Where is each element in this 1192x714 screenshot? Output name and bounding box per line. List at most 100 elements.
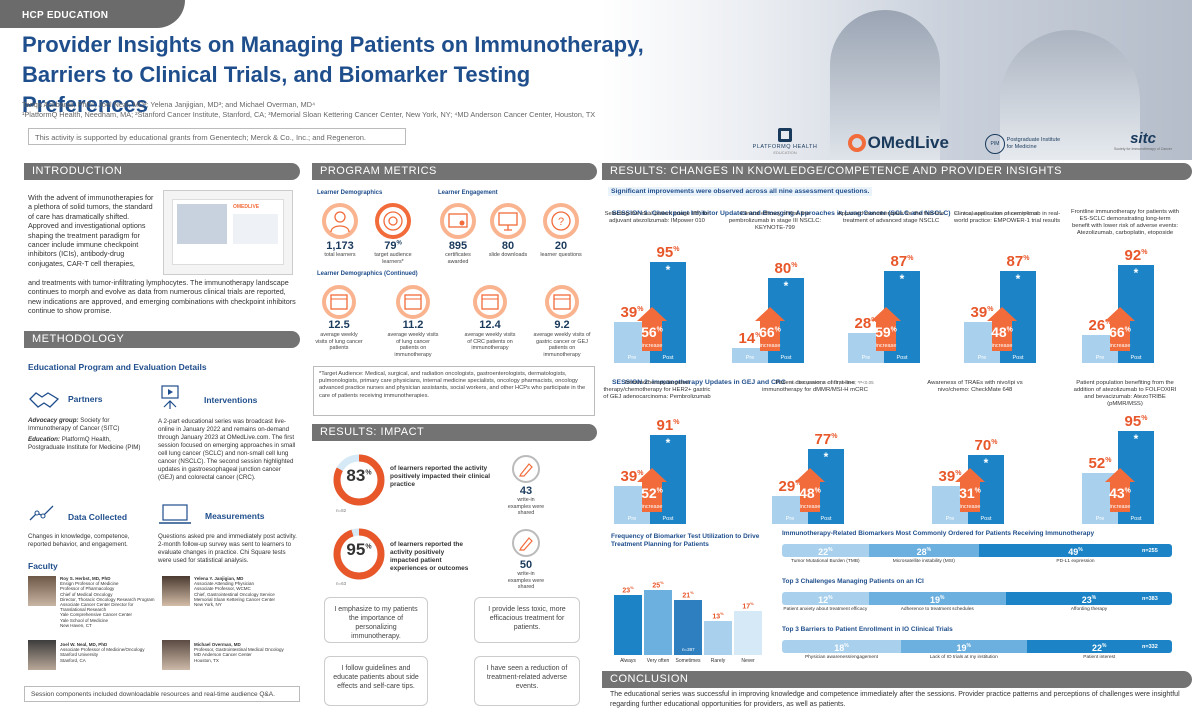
pim-logo: PIM Postgraduate Institute for Medicine xyxy=(985,134,1075,164)
conclusion-text: The educational series was successful in… xyxy=(610,691,1180,708)
freq-bar-2 xyxy=(674,600,702,655)
hbar-segment-1-0: 12% xyxy=(782,592,869,605)
hbar-segment-2-2: 22% xyxy=(1026,640,1172,653)
post-value-2: 87% xyxy=(890,252,914,270)
significance-star-2: * xyxy=(983,456,989,471)
hbar-label-0-1: Microsatellite instability (MSI) xyxy=(892,559,955,564)
increase-value-4: 66% xyxy=(1109,324,1131,340)
hbar-row-2: 18% 19% 22% xyxy=(782,640,1172,653)
increase-arrow-stem-2 xyxy=(876,321,896,351)
increase-value-2: 59% xyxy=(875,324,897,340)
platformq-logo: PLATFORMQ HEALTH EDUCATION xyxy=(740,128,830,158)
certificates-label: certificates awarded xyxy=(445,252,471,265)
question-icon: ? xyxy=(543,203,579,239)
impact-2-n: n=63 xyxy=(336,581,347,586)
visits-lung-value: 12.5 xyxy=(328,319,350,331)
pre-value-1: 14% xyxy=(738,330,762,348)
freq-category-1: Very often xyxy=(646,658,670,664)
pre-axis-label-1: Pre xyxy=(745,355,755,361)
post-axis-label-3: Post xyxy=(1130,516,1142,522)
handshake-icon xyxy=(28,387,60,413)
visits-lung-io-label: average weekly visits of lung cancer pat… xyxy=(387,332,439,358)
certificates-value: 895 xyxy=(448,240,468,252)
write-in-2-label: write-in examples were shared xyxy=(507,571,545,590)
post-axis-label-4: Post xyxy=(1130,355,1142,361)
question-label-0: Selecting the ideal patient (stage IIB) … xyxy=(604,211,710,224)
session-2-title: SESSION 2: Immunotherapy Updates in GEJ … xyxy=(612,379,874,386)
hbar-n-0: n=255 xyxy=(1142,548,1158,554)
patient-figure xyxy=(1000,30,1140,160)
partners-title: Partners xyxy=(68,394,103,404)
session-1-title: SESSION 1: Checkpoint Inhibitor Updates … xyxy=(612,210,1039,217)
increase-arrow-4 xyxy=(1105,307,1135,321)
impact-1-value: 83% xyxy=(346,466,372,485)
method-heading: METHODOLOGY xyxy=(24,331,300,348)
pre-axis-label-0: Pre xyxy=(627,355,637,361)
post-value-0: 95% xyxy=(656,244,680,262)
post-value-1: 80% xyxy=(774,260,798,278)
partners-text: Advocacy group: Society for Immunotherap… xyxy=(28,417,141,451)
method-footnote: Session components included downloadable… xyxy=(24,686,300,702)
pre-axis-label-4: Pre xyxy=(1095,355,1105,361)
visits-crc-label: average weekly visits of CRC patients on… xyxy=(464,332,516,351)
freq-chart-title: Frequency of Biomarker Test Utilization … xyxy=(611,533,760,548)
metrics-heading: PROGRAM METRICS xyxy=(312,163,597,180)
increase-label-0: increase xyxy=(641,343,663,349)
hbar-row-1: 12% 19% 23% xyxy=(782,592,1172,605)
horizontal-charts: Immunotherapy-Related Biomarkers Most Co… xyxy=(782,530,1172,670)
increase-arrow-1 xyxy=(755,307,785,321)
faculty-photo-janjigian xyxy=(162,576,190,606)
write-in-2-value: 50 xyxy=(519,559,533,571)
hbar-segment-0-0: 22% xyxy=(782,544,869,557)
hbar-n-1: n=383 xyxy=(1142,596,1158,602)
increase-arrow-3 xyxy=(987,307,1017,321)
question-label-1: Patient discussions of first-line immuno… xyxy=(762,380,868,393)
slide-downloads-value: 80 xyxy=(501,240,515,252)
hbar-label-2-0: Physician awareness/engagement xyxy=(804,655,879,660)
post-value-1: 77% xyxy=(814,430,838,448)
write-in-1-value: 43 xyxy=(519,485,533,497)
question-label-4: Frontline immunotherapy for patients wit… xyxy=(1070,209,1180,236)
impact-donut-2 xyxy=(333,528,385,580)
impact-1-n: n=82 xyxy=(336,508,347,513)
hbar-label-2-2: Patient interest xyxy=(1083,655,1116,660)
post-axis-label-3: Post xyxy=(1012,355,1024,361)
pre-value-4: 26% xyxy=(1088,317,1112,335)
significance-star-4: * xyxy=(1133,266,1139,281)
faculty-photo-overman xyxy=(162,640,190,670)
hbar-n-2: n=332 xyxy=(1142,644,1158,650)
freq-bar-1 xyxy=(644,590,672,655)
hbar-label-1-2: Affording therapy xyxy=(1070,607,1108,612)
pre-axis-label-2: Pre xyxy=(945,516,955,522)
target-learners-label: target audience learners* xyxy=(374,252,412,265)
pencil-icon-1 xyxy=(512,455,540,483)
post-value-0: 91% xyxy=(656,416,680,434)
pre-value-3: 52% xyxy=(1088,455,1112,473)
visits-gastric-value: 9.2 xyxy=(554,319,570,331)
freq-n: n=397 xyxy=(682,647,695,652)
increase-label-0: increase xyxy=(641,504,663,510)
hbar-label-2-1: Lack of IO trials at my institution xyxy=(929,655,998,660)
measurements-title: Measurements xyxy=(205,511,265,521)
calendar-icon-1 xyxy=(322,285,356,319)
freq-value-4: 17% xyxy=(742,600,754,611)
learner-questions-value: 20 xyxy=(554,240,568,252)
hbar-row-0: 22% 28% 49% xyxy=(782,544,1172,557)
increase-label-3: increase xyxy=(1109,504,1131,510)
pre-axis-label-3: Pre xyxy=(977,355,987,361)
increase-arrow-stem-4 xyxy=(1110,321,1130,351)
impact-2-value: 95% xyxy=(346,540,372,559)
results-heading: RESULTS: CHANGES IN KNOWLEDGE/COMPETENCE… xyxy=(602,163,1192,180)
hcp-education-tag: HCP EDUCATION xyxy=(0,0,185,28)
target-learners-value: 79% xyxy=(384,240,402,252)
impact-heading: RESULTS: IMPACT xyxy=(312,424,597,441)
learner-questions-label: learner questions xyxy=(540,252,582,258)
freq-bar-0 xyxy=(614,595,642,655)
slide-downloads-label: slide downloads xyxy=(488,252,528,258)
freq-category-0: Always xyxy=(620,658,636,664)
interventions-title: Interventions xyxy=(204,395,258,405)
visits-crc-value: 12.4 xyxy=(479,319,501,331)
visits-gastric-label: average weekly visits of gastric cancer … xyxy=(533,332,591,358)
video-thumbnail xyxy=(177,204,227,244)
poster-title: Provider Insights on Managing Patients o… xyxy=(22,32,644,117)
